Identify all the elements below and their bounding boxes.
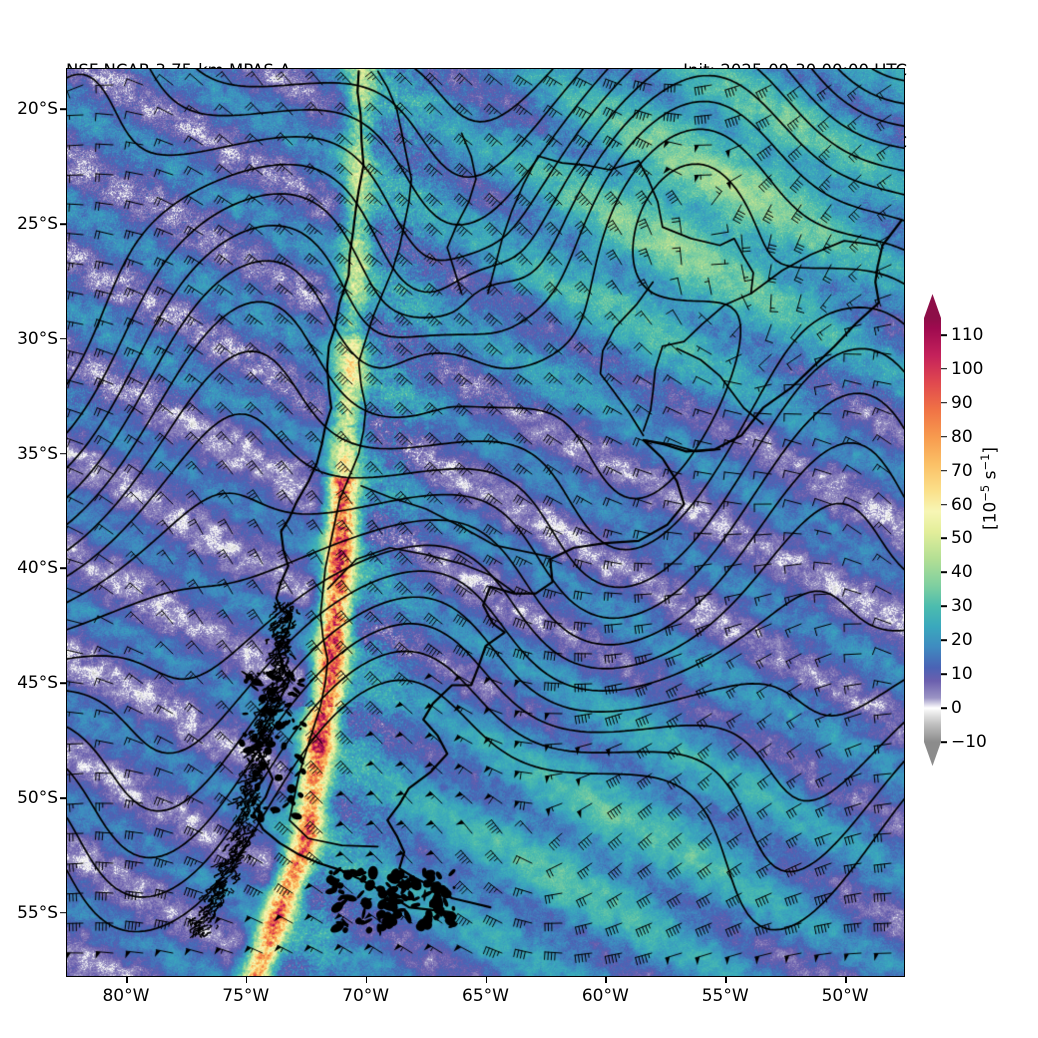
colorbar-tick-mark — [941, 707, 947, 709]
cb-unit-exp2: −1 — [978, 453, 992, 471]
colorbar-tick-label: 50 — [951, 528, 973, 549]
colorbar-tick-mark — [941, 673, 947, 675]
longitude-tick-label: 55°W — [701, 986, 749, 1006]
colorbar-tick-label: 90 — [951, 392, 973, 413]
colorbar-tick-mark — [941, 503, 947, 506]
colorbar-gradient — [924, 318, 941, 742]
longitude-tick-label: 50°W — [821, 986, 869, 1006]
colorbar-tick-mark — [941, 402, 947, 404]
colorbar-tick-mark — [941, 334, 947, 336]
latitude-tick-mark — [60, 452, 66, 455]
longitude-tick-label: 80°W — [102, 986, 150, 1006]
colorbar-tick-label: 0 — [951, 698, 962, 719]
colorbar-tick-mark — [941, 571, 947, 574]
colorbar-tick-mark — [941, 741, 947, 743]
latitude-tick-label: 20°S — [17, 99, 58, 120]
colorbar-tick-mark — [941, 639, 947, 642]
longitude-tick-mark — [245, 977, 248, 983]
colorbar-extend-bottom-icon — [924, 742, 941, 766]
colorbar-tick-label: 10 — [951, 664, 973, 685]
longitude-tick-mark — [365, 977, 368, 983]
longitude-tick-label: 70°W — [342, 986, 390, 1006]
cb-unit-post: ] — [980, 446, 1001, 454]
latitude-tick-mark — [60, 567, 66, 570]
latitude-tick-mark — [60, 108, 66, 111]
latitude-tick-mark — [60, 911, 66, 914]
longitude-tick-mark — [485, 977, 488, 983]
latitude-tick-mark — [60, 797, 66, 799]
latitude-tick-mark — [60, 223, 66, 225]
latitude-tick-label: 45°S — [17, 673, 58, 694]
latitude-tick-label: 40°S — [17, 558, 58, 579]
colorbar-tick-label: 40 — [951, 562, 973, 583]
colorbar-tick-label: 110 — [951, 324, 984, 345]
longitude-tick-mark — [845, 977, 847, 983]
longitude-tick-mark — [125, 977, 128, 983]
longitude-tick-label: 75°W — [222, 986, 270, 1006]
latitude-tick-label: 50°S — [17, 787, 58, 808]
latitude-tick-label: 30°S — [17, 328, 58, 349]
longitude-tick-label: 60°W — [581, 986, 629, 1006]
longitude-tick-label: 65°W — [462, 986, 509, 1006]
colorbar-tick-label: 30 — [951, 596, 973, 617]
latitude-tick-label: 25°S — [17, 214, 58, 235]
latitude-tick-mark — [60, 338, 66, 340]
colorbar-tick-mark — [941, 537, 947, 540]
map-plot-area[interactable] — [66, 68, 905, 977]
colorbar-tick-label: 70 — [951, 460, 973, 481]
cb-unit-exp1: −5 — [978, 484, 992, 502]
colorbar-tick-mark — [941, 368, 947, 370]
latitude-tick-mark — [60, 682, 66, 684]
longitude-tick-mark — [725, 977, 727, 983]
colorbar-tick-label: 100 — [951, 358, 984, 379]
latitude-tick-label: 55°S — [17, 902, 58, 923]
cb-unit-pre: [10 — [980, 501, 1001, 530]
colorbar-tick-label: 60 — [951, 494, 973, 515]
cb-unit-mid: s — [980, 470, 1001, 485]
colorbar-tick-mark — [941, 469, 947, 472]
colorbar-unit-label: [10−5 s−1] — [978, 447, 1001, 530]
colorbar-tick-label: 20 — [951, 630, 973, 651]
longitude-tick-mark — [605, 977, 607, 983]
colorbar-tick-mark — [941, 435, 947, 438]
colorbar-tick-mark — [941, 605, 947, 608]
vorticity-map-canvas — [67, 69, 904, 976]
colorbar-tick-label: −10 — [951, 732, 987, 752]
colorbar-tick-label: 80 — [951, 426, 973, 447]
colorbar-extend-top-icon — [924, 294, 941, 318]
latitude-tick-label: 35°S — [17, 443, 58, 464]
